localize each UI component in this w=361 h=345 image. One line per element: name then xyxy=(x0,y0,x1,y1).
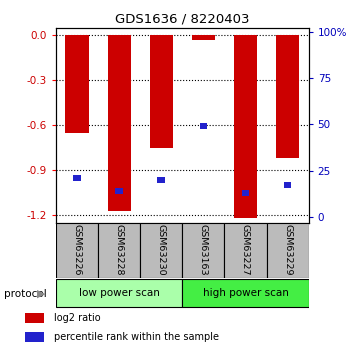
Text: ▶: ▶ xyxy=(37,289,46,299)
Text: log2 ratio: log2 ratio xyxy=(54,313,100,323)
Bar xyxy=(25,332,44,342)
Bar xyxy=(115,188,123,194)
Title: GDS1636 / 8220403: GDS1636 / 8220403 xyxy=(115,12,249,25)
Bar xyxy=(242,190,249,196)
Bar xyxy=(65,35,88,132)
Bar xyxy=(192,35,215,40)
Text: GSM63226: GSM63226 xyxy=(73,224,82,276)
Text: GSM63227: GSM63227 xyxy=(241,224,250,276)
Bar xyxy=(225,223,266,278)
Text: protocol: protocol xyxy=(4,289,46,299)
Bar xyxy=(157,177,165,183)
Bar xyxy=(266,223,309,278)
Text: high power scan: high power scan xyxy=(203,288,288,298)
Bar xyxy=(56,223,98,278)
Text: GSM63228: GSM63228 xyxy=(115,224,123,276)
Text: GSM63230: GSM63230 xyxy=(157,224,166,276)
Bar xyxy=(108,35,131,210)
Text: GSM63163: GSM63163 xyxy=(199,224,208,276)
Bar xyxy=(182,223,225,278)
Bar xyxy=(182,279,309,307)
Bar xyxy=(56,279,182,307)
Text: GSM63229: GSM63229 xyxy=(283,224,292,276)
Bar xyxy=(150,35,173,148)
Bar xyxy=(200,123,207,129)
Bar xyxy=(276,35,299,158)
Bar xyxy=(98,223,140,278)
Bar xyxy=(234,35,257,218)
Text: low power scan: low power scan xyxy=(79,288,160,298)
Bar xyxy=(284,183,291,188)
Bar xyxy=(140,223,182,278)
Text: percentile rank within the sample: percentile rank within the sample xyxy=(54,332,219,342)
Bar xyxy=(73,175,81,181)
Bar xyxy=(25,313,44,323)
